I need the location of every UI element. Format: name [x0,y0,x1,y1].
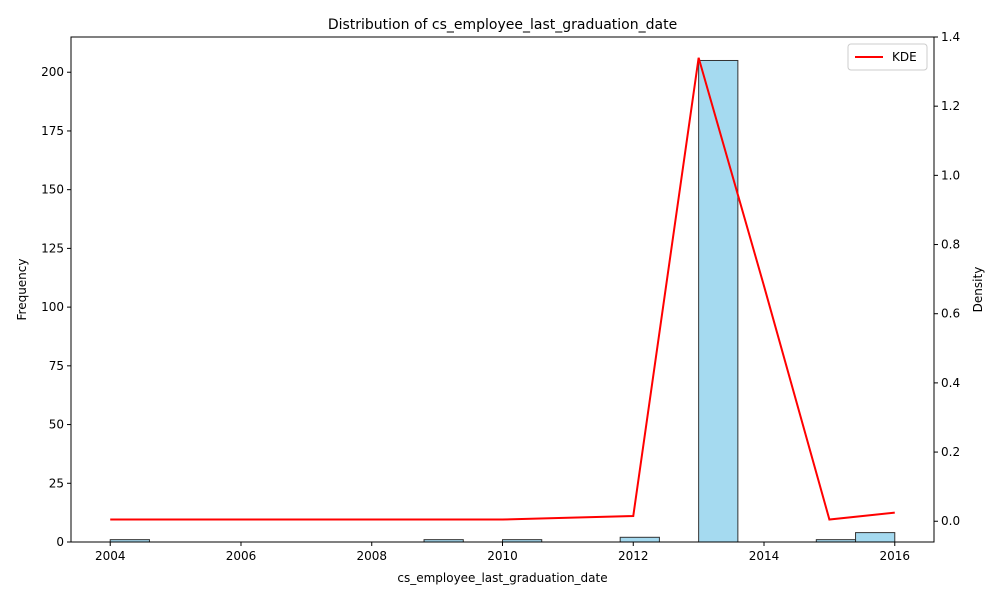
x-tick-label: 2004 [95,549,126,563]
kde-series [110,57,895,521]
y2-axis-label: Density [971,267,985,313]
kde-line [110,57,895,521]
y2-tick-label: 1.4 [941,30,960,44]
x-tick-label: 2014 [749,549,780,563]
y2-tick-label: 0.2 [941,445,960,459]
y-tick-label: 75 [49,359,64,373]
chart-title: Distribution of cs_employee_last_graduat… [328,17,677,33]
histogram-bar [698,59,739,543]
y-axis-label: Frequency [15,259,29,321]
y-axis-ticks: 0 25 50 75 100 125 150 175 200 [41,65,71,549]
y-tick-label: 175 [41,124,64,138]
x-tick-label: 2012 [618,549,649,563]
y2-tick-label: 0.0 [941,514,960,528]
histogram-bar [619,536,660,543]
x-tick-label: 2006 [226,549,257,563]
plot-frame [70,36,935,543]
x-tick-label: 2008 [356,549,387,563]
y2-tick-label: 0.8 [941,238,960,252]
x-axis-ticks: 2004 2006 2008 2010 2012 2014 2016 [95,542,910,563]
x-tick-label: 2010 [487,549,518,563]
y-tick-label: 25 [49,476,64,490]
x-axis-label: cs_employee_last_graduation_date [397,571,607,585]
y-tick-label: 150 [41,183,64,197]
y-tick-label: 125 [41,241,64,255]
y2-tick-label: 1.0 [941,168,960,182]
x-tick-label: 2016 [879,549,910,563]
y2-tick-label: 0.6 [941,307,960,321]
y-tick-label: 200 [41,65,64,79]
y2-axis-ticks: 0.0 0.2 0.4 0.6 0.8 1.0 1.2 1.4 [934,30,960,528]
y-tick-label: 50 [49,418,64,432]
legend-label-kde: KDE [892,50,917,64]
y-tick-label: 100 [41,300,64,314]
y-tick-label: 0 [56,535,64,549]
histogram-bar [855,532,896,543]
legend-box [847,43,928,71]
y2-tick-label: 1.2 [941,99,960,113]
histogram-bars [109,59,896,543]
y2-tick-label: 0.4 [941,376,960,390]
legend: KDE [847,43,928,71]
